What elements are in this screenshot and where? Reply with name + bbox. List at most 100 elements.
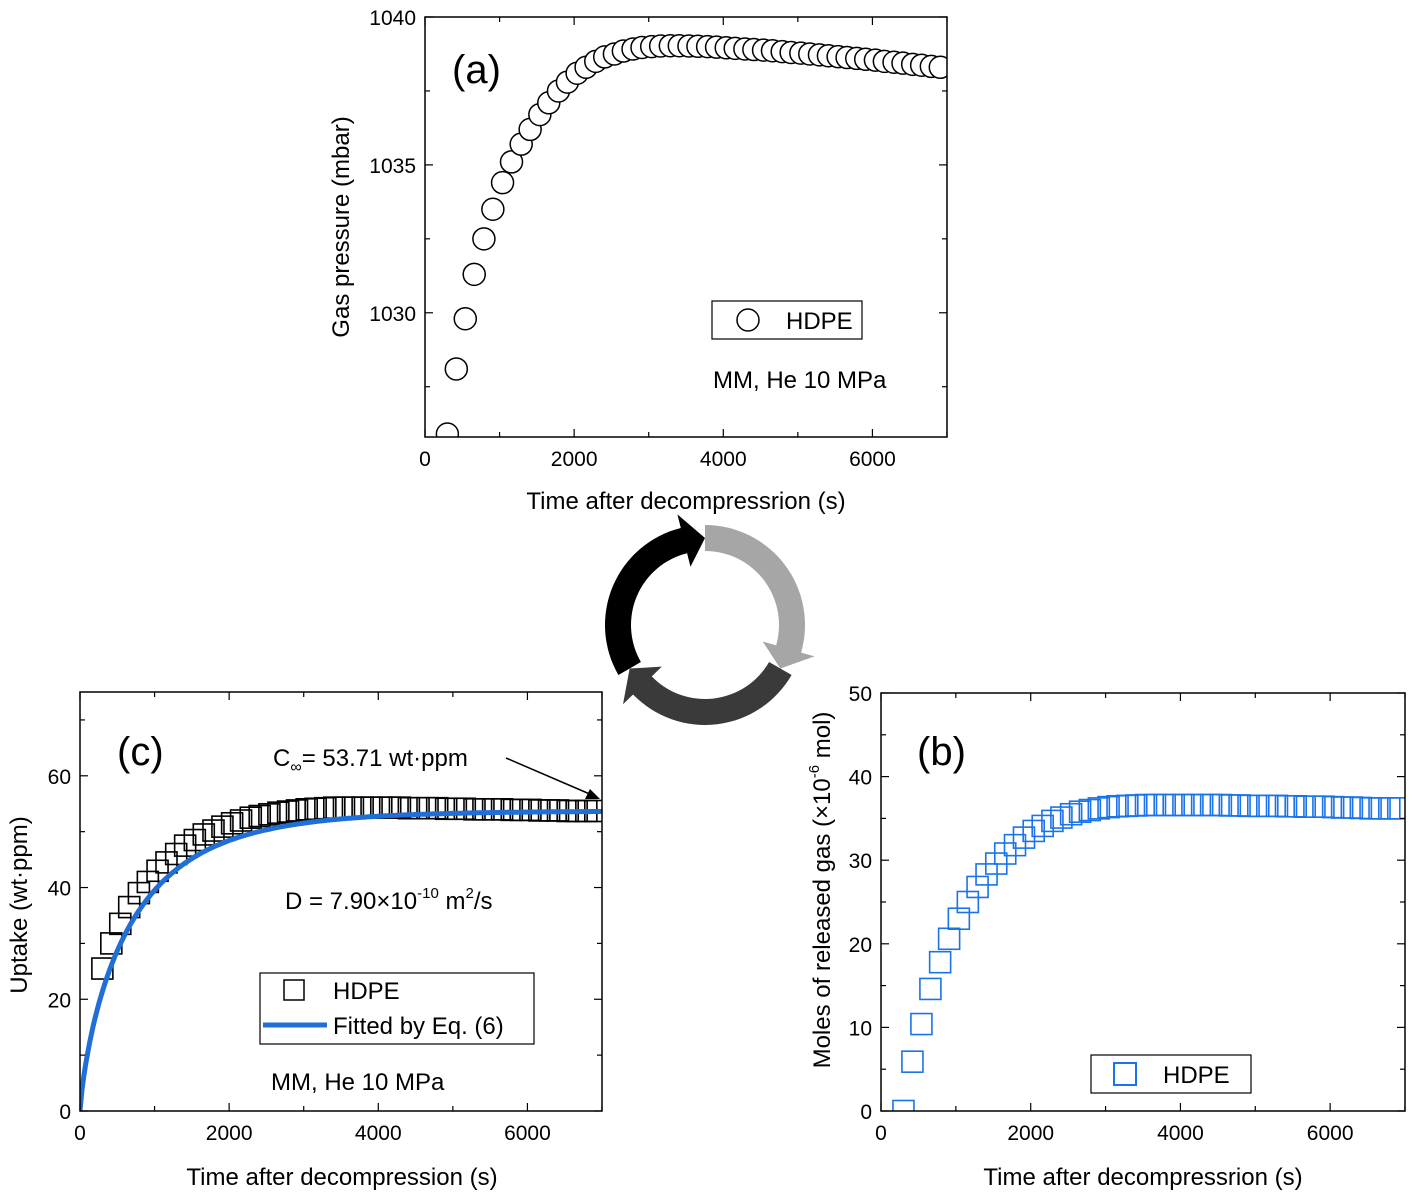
- panel-b-data-point: [901, 1050, 924, 1073]
- panel-a-x-axis-title: Time after decompressrion (s): [526, 488, 845, 515]
- panel-b-data-point: [1003, 833, 1027, 857]
- panel-c-cinf-subscript: ∞: [290, 759, 301, 776]
- panel-c-cinf-symbol: C: [273, 745, 290, 772]
- panel-b-legend: HDPE: [1090, 1054, 1252, 1094]
- panel-b-y-axis-title: Moles of released gas (×10-6 mol): [806, 712, 836, 1069]
- panel-b-data-point: [1059, 802, 1083, 826]
- panel-c-data-point: [202, 819, 225, 842]
- panel-b-data-point: [947, 907, 971, 931]
- panel-c-x-tick-label: 0: [74, 1122, 86, 1145]
- panel-a-data-point: [490, 170, 515, 195]
- panel-b-x-tick-label: 6000: [1307, 1122, 1354, 1145]
- panel-a-y-axis-title: Gas pressure (mbar): [328, 116, 355, 337]
- panel-b-data-point: [892, 1099, 915, 1111]
- panel-b-x-axis-title: Time after decompressrion (s): [983, 1164, 1302, 1191]
- panel-a-plot-frame: [424, 16, 948, 438]
- panel-c-cinf-value: = 53.71 wt·ppm: [302, 745, 468, 772]
- panel-b-data-point: [966, 875, 989, 899]
- panel-b-x-tick-label: 0: [875, 1122, 887, 1145]
- panel-b-data-points: [892, 793, 1405, 1111]
- panel-c-data-point: [248, 804, 272, 828]
- panel-a-data-point: [462, 262, 486, 287]
- panel-a-condition-annotation: MM, He 10 MPa: [713, 367, 887, 394]
- panel-a-y-tick-label: 1040: [369, 7, 416, 30]
- panel-a-legend-box: [711, 300, 863, 340]
- panel-b-y-tick-label: 20: [849, 934, 872, 957]
- panel-b-data-point: [1097, 795, 1120, 819]
- panel-c-x-tick-label: 2000: [206, 1122, 253, 1145]
- panel-c-cinf-arrow-line: [505, 757, 593, 796]
- panel-c-legend: HDPE Fitted by Eq. (6): [259, 972, 535, 1045]
- panel-c-cinf-arrow-head: [585, 789, 600, 799]
- panel-a-x-tick-label: 4000: [700, 448, 747, 471]
- panel-b-x-tick-label: 4000: [1157, 1122, 1204, 1145]
- panel-c-legend-label-hdpe: HDPE: [333, 978, 400, 1005]
- svg-text:C∞= 53.71 wt·ppm: C∞= 53.71 wt·ppm: [273, 745, 468, 776]
- panel-c-x-tick-label: 4000: [355, 1122, 402, 1145]
- panel-a-data-point: [453, 306, 478, 331]
- panel-c-y-tick-label: 60: [48, 766, 71, 789]
- panel-c-data-point: [229, 809, 253, 832]
- panel-b-data-point: [1041, 809, 1064, 833]
- panel-c-x-axis-title: Time after decompression (s): [186, 1164, 497, 1191]
- panel-a-data-point: [435, 422, 460, 437]
- panel-b-label: (b): [917, 730, 966, 774]
- panel-b-x-tick-label: 2000: [1007, 1122, 1054, 1145]
- panel-a-legend-circle-marker: [736, 308, 760, 332]
- panel-c-data-point: [155, 851, 178, 874]
- panel-a-data-point: [444, 357, 469, 381]
- cycle-arrow-top-left: [604, 514, 705, 675]
- panel-a-y-tick-label: 1035: [369, 155, 416, 178]
- panel-c-fitted-curve: [80, 809, 602, 1111]
- panel-b-y-tick-label: 50: [849, 683, 872, 706]
- panel-a-data-point: [481, 197, 505, 222]
- panel-c-cinf-annotation: C∞= 53.71 wt·ppm: [273, 745, 600, 799]
- panel-b-data-point: [919, 977, 942, 1001]
- panel-b-legend-label: HDPE: [1163, 1062, 1230, 1089]
- panel-c-data-point: [239, 806, 263, 830]
- panel-a-x-tick-label: 0: [419, 448, 431, 471]
- panel-a-x-tick-label: 6000: [849, 448, 896, 471]
- panel-c-data-point: [276, 800, 300, 823]
- panel-c-data-point: [183, 828, 207, 852]
- panel-b-released-gas-chart: 0 2000 4000 6000 0 10 20 30 40 50 (b) Time after …: [806, 683, 1406, 1191]
- panel-a-y-tick-label: 1030: [369, 303, 416, 326]
- panel-c-data-point: [211, 815, 234, 838]
- panel-b-data-point: [928, 950, 952, 974]
- panel-c-data-point: [146, 859, 169, 883]
- panel-c-data-points: [91, 796, 602, 980]
- panel-c-data-point: [220, 811, 244, 835]
- panel-c-data-point: [285, 799, 309, 822]
- panel-c-data-point: [192, 823, 216, 846]
- panel-c-data-point: [267, 801, 290, 824]
- panel-c-plot-frame: [79, 691, 603, 1112]
- panel-c-x-tick-label: 6000: [504, 1122, 551, 1145]
- panel-b-legend-box: [1090, 1054, 1252, 1094]
- cycle-arrows-diagram: [604, 514, 815, 725]
- panel-a-gas-pressure-chart: 0 2000 4000 6000 1030 1035 1040 (a) Time after…: [328, 7, 948, 515]
- panel-c-label: (c): [117, 730, 164, 774]
- panel-c-data-point: [164, 842, 188, 866]
- panel-a-legend: HDPE: [711, 300, 863, 340]
- panel-b-data-point: [1386, 797, 1405, 820]
- panel-c-y-tick-label: 20: [48, 989, 71, 1012]
- panel-c-legend-label-fit: Fitted by Eq. (6): [333, 1013, 504, 1040]
- panel-c-y-axis-title: Uptake (wt·ppm): [6, 816, 33, 993]
- panel-a-data-point: [928, 55, 947, 80]
- panel-c-legend-square-marker: [283, 979, 305, 1001]
- panel-b-data-point: [910, 1012, 933, 1036]
- panel-b-data-point: [937, 927, 961, 951]
- panel-c-uptake-chart: 0 2000 4000 6000 0 20 40 60 (c) Time after deco…: [6, 691, 603, 1191]
- panel-b-y-tick-label: 0: [860, 1101, 872, 1124]
- panel-b-y-tick-label: 30: [849, 850, 872, 873]
- cycle-arrow-right: [705, 525, 815, 669]
- panel-c-data-point: [91, 957, 114, 980]
- panel-a-label: (a): [452, 48, 501, 92]
- cycle-arrow-bottom: [622, 662, 792, 725]
- panel-a-axis-ticks: 0 2000 4000 6000 1030 1035 1040: [369, 7, 948, 471]
- panel-c-y-tick-label: 40: [48, 878, 71, 901]
- panel-a-data-point: [499, 150, 524, 174]
- panel-a-data-points: [435, 33, 947, 437]
- panel-c-diffusivity-annotation: D = 7.90×10-10 m2/s: [285, 885, 492, 915]
